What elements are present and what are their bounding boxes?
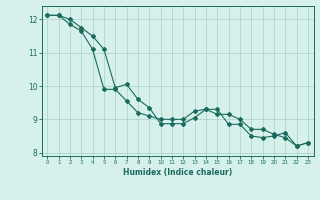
X-axis label: Humidex (Indice chaleur): Humidex (Indice chaleur) (123, 168, 232, 177)
